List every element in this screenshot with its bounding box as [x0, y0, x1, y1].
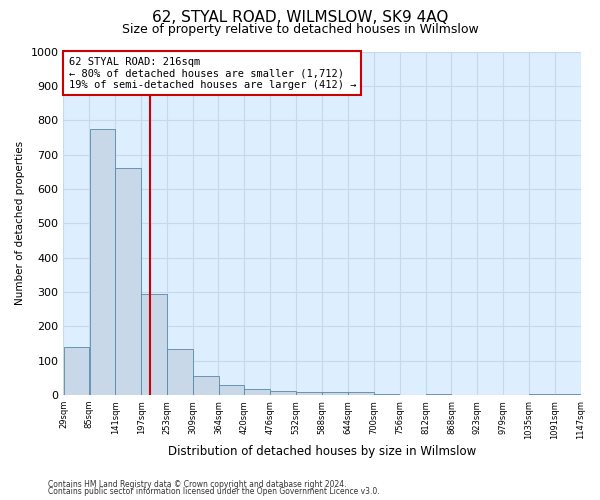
Bar — [426, 394, 451, 395]
Bar — [115, 168, 141, 395]
Text: Contains public sector information licensed under the Open Government Licence v3: Contains public sector information licen… — [48, 488, 380, 496]
Bar — [193, 376, 218, 395]
Bar — [89, 129, 115, 395]
Bar — [322, 392, 347, 395]
Bar — [296, 392, 322, 395]
Bar — [64, 347, 89, 395]
X-axis label: Distribution of detached houses by size in Wilmslow: Distribution of detached houses by size … — [168, 444, 476, 458]
Bar — [218, 385, 244, 395]
Bar — [555, 394, 580, 395]
Y-axis label: Number of detached properties: Number of detached properties — [15, 141, 25, 306]
Text: Size of property relative to detached houses in Wilmslow: Size of property relative to detached ho… — [122, 22, 478, 36]
Bar — [244, 389, 270, 395]
Text: Contains HM Land Registry data © Crown copyright and database right 2024.: Contains HM Land Registry data © Crown c… — [48, 480, 347, 489]
Bar — [271, 391, 296, 395]
Bar — [167, 348, 193, 395]
Bar — [348, 392, 374, 395]
Text: 62 STYAL ROAD: 216sqm
← 80% of detached houses are smaller (1,712)
19% of semi-d: 62 STYAL ROAD: 216sqm ← 80% of detached … — [68, 56, 356, 90]
Bar — [374, 394, 400, 395]
Bar — [142, 294, 167, 395]
Bar — [529, 394, 554, 395]
Text: 62, STYAL ROAD, WILMSLOW, SK9 4AQ: 62, STYAL ROAD, WILMSLOW, SK9 4AQ — [152, 10, 448, 25]
